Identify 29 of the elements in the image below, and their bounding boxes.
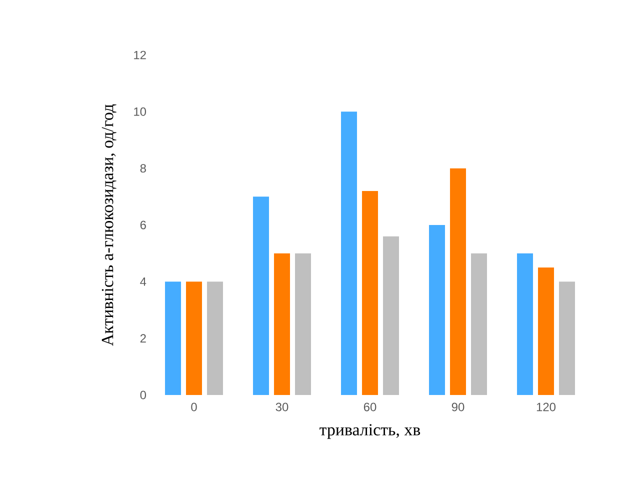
y-tick-label: 4 (140, 278, 146, 286)
bar (274, 253, 290, 395)
bar (429, 225, 445, 395)
y-tick-label: 8 (140, 164, 146, 173)
bar (538, 268, 554, 395)
bar (253, 196, 269, 395)
x-axis-title: тривалість, хв (320, 424, 420, 439)
y-tick-label: 12 (134, 50, 146, 60)
x-tick-label: 30 (276, 402, 288, 412)
y-axis-title: Активність а-глюкозидази, од/год (102, 104, 116, 346)
bar (207, 282, 223, 395)
bar (165, 282, 181, 395)
bar (471, 253, 487, 395)
bar (559, 282, 575, 395)
bar (295, 253, 311, 395)
bar (362, 191, 378, 395)
x-tick-label: 60 (364, 402, 376, 412)
y-tick-label: 10 (134, 107, 146, 116)
bar (450, 168, 466, 395)
bar (341, 112, 357, 395)
y-tick-label: 2 (140, 334, 146, 343)
bar (383, 236, 399, 395)
y-tick-label: 6 (140, 220, 146, 230)
x-tick-label: 0 (191, 402, 197, 412)
bar (186, 282, 202, 395)
y-tick-label: 0 (140, 390, 146, 400)
x-tick-label: 120 (536, 402, 556, 412)
x-tick-label: 90 (452, 402, 464, 412)
bar (517, 253, 533, 395)
